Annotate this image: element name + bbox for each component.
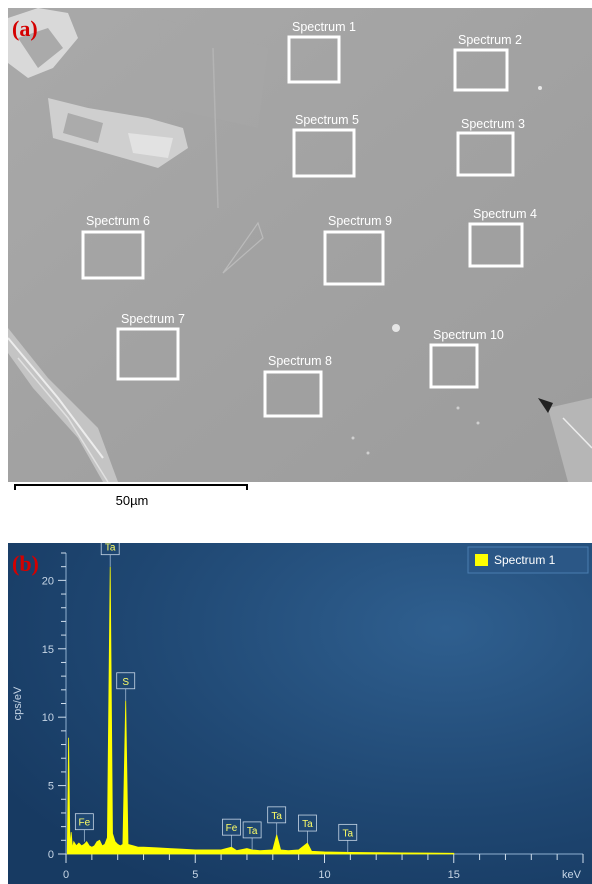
y-tick-label: 10 — [42, 712, 54, 724]
peak-label-box — [338, 823, 358, 841]
peak-label-text: Fe — [79, 818, 91, 829]
peak-label-box — [242, 821, 262, 839]
spectrum-10-label: Spectrum 10 — [433, 328, 504, 342]
eds-spectrum-chart: 0 5 10 15 20 cps/eV 0 5 10 15 keV Ta S Fe Fe Ta Ta Ta Ta … — [8, 543, 592, 884]
peak-label: Ta — [242, 821, 262, 850]
chart-legend: Spectrum 1 — [467, 546, 589, 574]
sem-micrograph: Spectrum 1 Spectrum 2 Spectrum 3 Spectru… — [8, 8, 592, 482]
y-tick-label: 15 — [42, 644, 54, 656]
spectrum-4-label: Spectrum 4 — [473, 207, 537, 221]
spectrum-3-label: Spectrum 3 — [461, 117, 525, 131]
spectrum-1-label: Spectrum 1 — [292, 20, 356, 34]
peak-label: Ta — [338, 823, 358, 853]
peak-label: S — [116, 672, 136, 701]
x-tick-label: 5 — [192, 869, 198, 881]
spectrum-9-box[interactable] — [323, 230, 385, 286]
peak-label: Fe — [222, 818, 241, 848]
y-axis-label: cps/eV — [12, 686, 24, 720]
peak-label: Ta — [100, 543, 120, 567]
legend-entry: Spectrum 1 — [494, 553, 556, 567]
spectrum-8-box[interactable] — [263, 370, 323, 418]
spectrum-5-box[interactable] — [292, 128, 356, 178]
peak-label: Fe — [74, 813, 94, 842]
peak-label-text: Ta — [302, 819, 313, 830]
x-axis-label: keV — [562, 869, 582, 881]
peak-label-text: Fe — [226, 823, 238, 834]
spectrum-2-box[interactable] — [453, 48, 509, 92]
spectrum-5-label: Spectrum 5 — [295, 113, 359, 127]
spectrum-3-box[interactable] — [456, 131, 515, 177]
spectrum-1-series — [66, 566, 455, 855]
spectrum-2-label: Spectrum 2 — [458, 33, 522, 47]
x-tick-label: 10 — [318, 869, 330, 881]
x-tick-label: 0 — [63, 869, 69, 881]
peak-label-box — [116, 672, 136, 690]
spectrum-7-box[interactable] — [116, 327, 180, 381]
spectrum-8-label: Spectrum 8 — [268, 354, 332, 368]
scale-bar: 50µm — [14, 484, 250, 518]
peak-label-text: Ta — [105, 543, 116, 554]
spectrum-6-box[interactable] — [81, 230, 145, 280]
peak-label-box — [298, 814, 317, 832]
y-tick-label: 5 — [48, 781, 54, 793]
spectrum-10-box[interactable] — [429, 343, 479, 389]
peak-label: Ta — [267, 806, 287, 835]
spectrum-6-label: Spectrum 6 — [86, 214, 150, 228]
peak-label-text: Ta — [271, 811, 282, 822]
chart-background — [8, 543, 592, 884]
peak-label-text: S — [122, 677, 129, 688]
peak-label: Ta — [298, 814, 317, 844]
panel-b-letter: (b) — [12, 551, 39, 576]
y-tick-label: 20 — [42, 575, 54, 587]
scale-bar-label: 50µm — [115, 493, 149, 508]
spectrum-7-label: Spectrum 7 — [121, 312, 185, 326]
legend-swatch — [475, 554, 488, 566]
panel-a-letter: (a) — [12, 16, 38, 41]
peak-label-box — [267, 806, 287, 824]
peak-label-text: Ta — [247, 826, 258, 837]
peak-label-box — [74, 813, 94, 831]
x-tick-label: 15 — [448, 869, 460, 881]
peak-label-text: Ta — [342, 828, 353, 839]
peak-label-box — [100, 543, 120, 556]
spectrum-1-box[interactable] — [287, 35, 341, 84]
peak-label-box — [222, 818, 241, 836]
spectrum-9-label: Spectrum 9 — [328, 214, 392, 228]
scale-bar-line — [14, 484, 248, 490]
spectrum-4-box[interactable] — [468, 222, 524, 268]
y-tick-label: 0 — [48, 849, 54, 861]
